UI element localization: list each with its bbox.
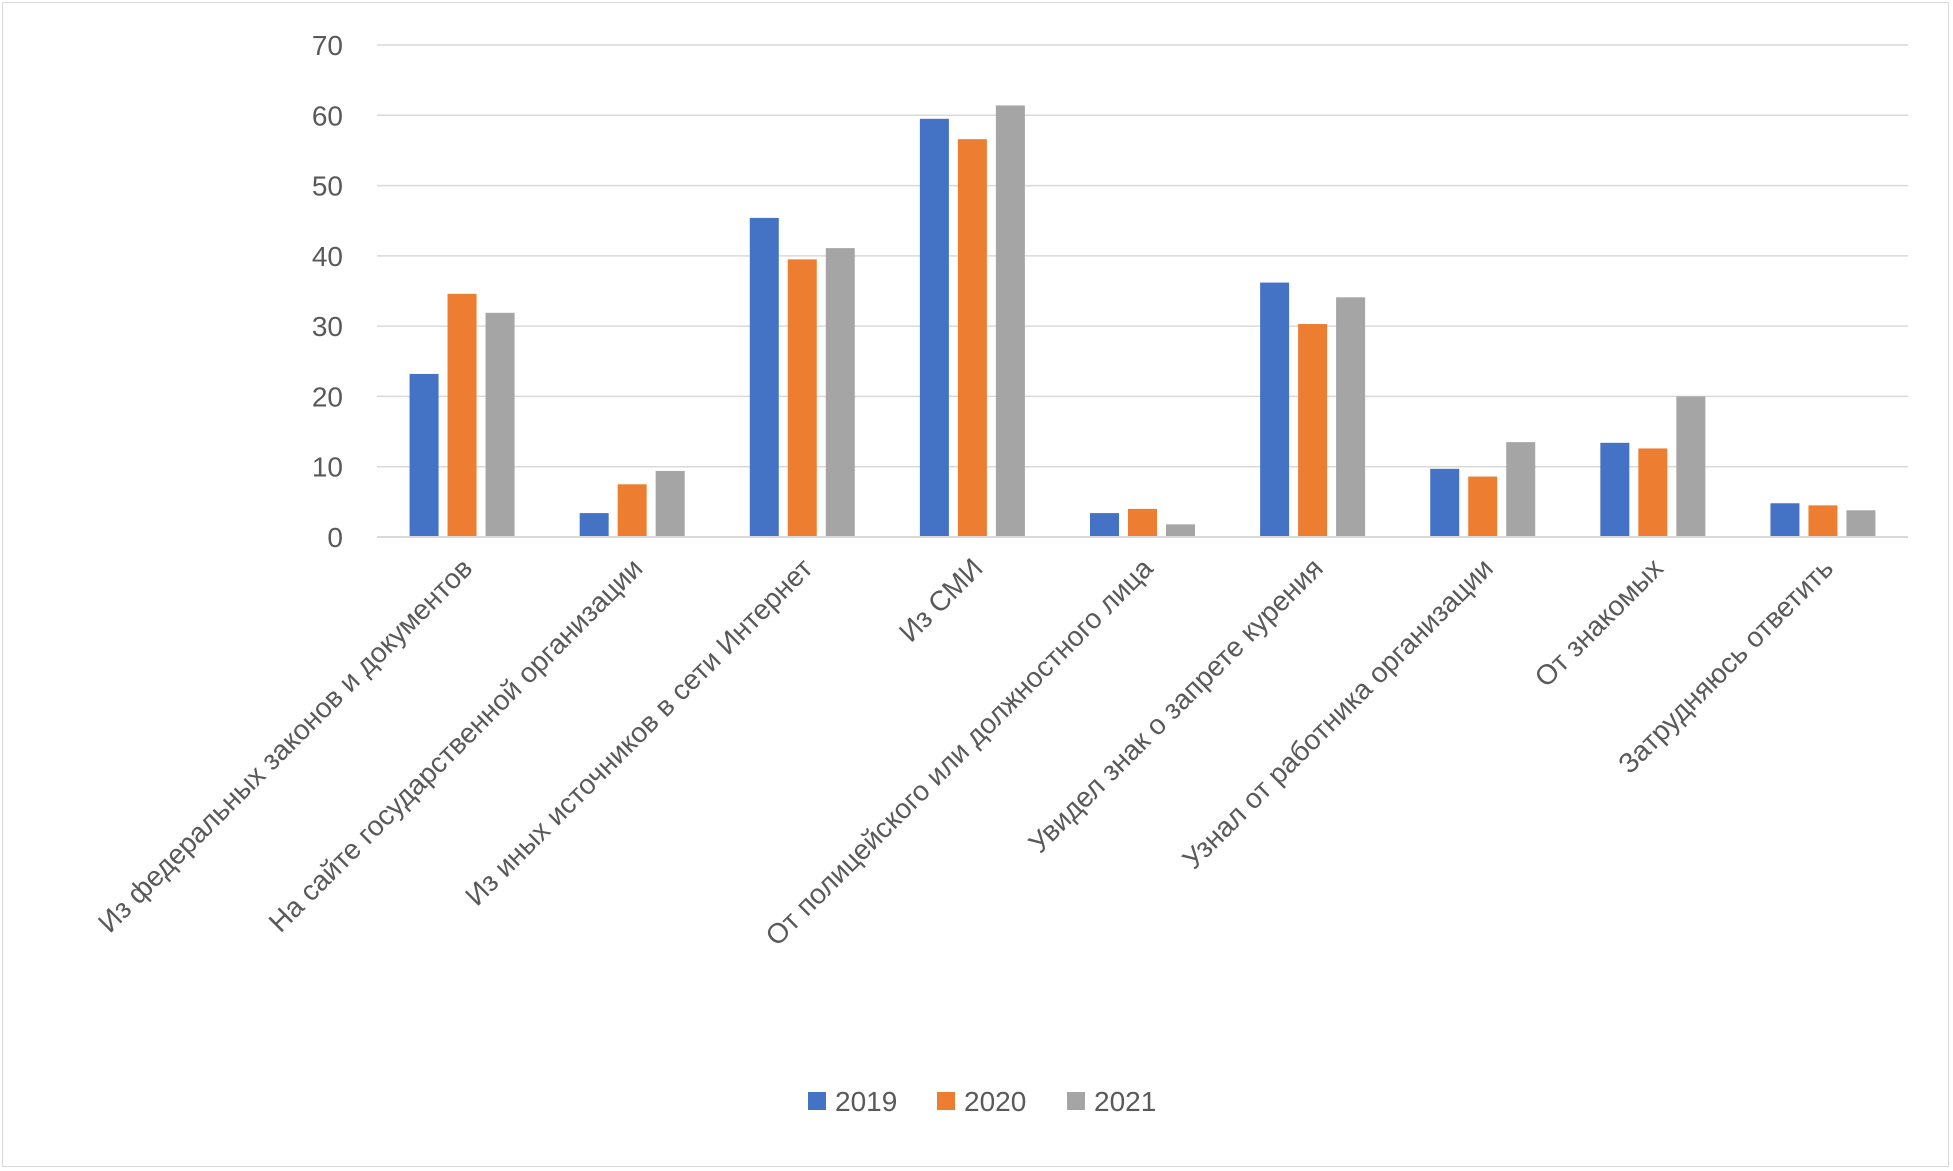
bar-2021 <box>1506 442 1536 537</box>
legend-swatch-2019 <box>808 1092 826 1110</box>
bar-2019 <box>749 217 779 537</box>
bar-2021 <box>995 105 1025 538</box>
y-tick-label: 70 <box>312 30 343 61</box>
y-tick-label: 50 <box>312 171 343 202</box>
bar-2019 <box>1090 513 1119 537</box>
bar-2019 <box>579 513 609 537</box>
category-label: На сайте государственной организации <box>263 552 649 938</box>
y-axis-ticks: 0 10 20 30 40 50 60 70 <box>312 30 343 553</box>
bar-2020 <box>1128 508 1157 537</box>
bar-2021 <box>1336 297 1366 537</box>
bar-2020 <box>447 293 477 537</box>
category-label: Из федеральных законов и документов <box>92 552 478 938</box>
category-label: От знакомых <box>1529 552 1670 693</box>
bar-2020 <box>1808 505 1838 537</box>
category-label: Узнал от работника организации <box>1176 552 1499 875</box>
bar-2021 <box>485 312 515 537</box>
bar-2020 <box>957 139 987 537</box>
bar-2019 <box>1430 468 1460 537</box>
bar-2019 <box>1770 503 1800 537</box>
category-label: Увидел знак о запрете курения <box>1022 552 1328 858</box>
legend-swatch-2020 <box>937 1092 955 1110</box>
bar-2021 <box>655 470 685 537</box>
y-tick-label: 40 <box>312 241 343 272</box>
y-tick-label: 30 <box>312 311 343 342</box>
y-tick-label: 10 <box>312 452 343 483</box>
bar-2020 <box>787 259 817 537</box>
y-tick-label: 60 <box>312 100 343 131</box>
legend: 2019 2020 2021 <box>808 1086 1156 1117</box>
legend-label: 2020 <box>964 1086 1026 1117</box>
bar-2021 <box>1676 396 1706 537</box>
bar-2021 <box>825 248 855 537</box>
bar-2020 <box>1638 448 1668 537</box>
y-tick-label: 0 <box>327 522 343 553</box>
bar-2020 <box>1468 476 1498 537</box>
bar-2019 <box>409 373 439 537</box>
legend-label: 2021 <box>1094 1086 1156 1117</box>
category-label: От полицейского или должностного лица <box>759 552 1159 952</box>
category-label: Из иных источников в сети Интернет <box>459 552 818 911</box>
y-tick-label: 20 <box>312 381 343 412</box>
bar-2019 <box>1260 282 1290 537</box>
legend-label: 2019 <box>835 1086 897 1117</box>
bar-2021 <box>1166 524 1195 537</box>
bar-2019 <box>919 118 949 538</box>
bar-2020 <box>617 484 647 537</box>
category-label: Из СМИ <box>893 552 989 648</box>
bar-2020 <box>1298 324 1328 537</box>
legend-swatch-2021 <box>1067 1092 1085 1110</box>
bars <box>409 105 1876 538</box>
bar-2019 <box>1600 442 1630 537</box>
bar-2021 <box>1846 510 1876 537</box>
